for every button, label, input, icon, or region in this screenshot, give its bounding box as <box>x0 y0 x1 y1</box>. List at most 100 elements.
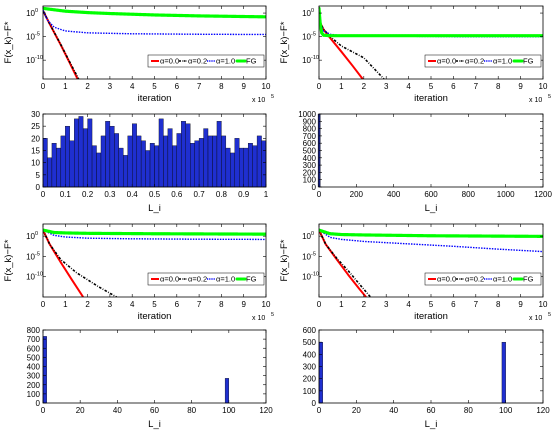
histogram-bar <box>123 155 128 188</box>
y-tick-power: -5 <box>35 251 40 257</box>
legend-label: FG <box>523 275 534 284</box>
x-tick-label: 0 <box>317 82 322 91</box>
histogram-bar <box>172 145 177 188</box>
series-line-FG-3 <box>319 228 543 238</box>
series-line-FG-3 <box>43 6 266 19</box>
x-tick-label: 120 <box>259 406 273 415</box>
y-tick-power: -10 <box>311 55 319 61</box>
y-tick-label: 10 <box>302 33 311 42</box>
x-tick-label: 60 <box>150 406 159 415</box>
histogram-bar <box>216 121 222 188</box>
y-tick-label: 5 <box>36 171 41 180</box>
x-tick-label: 1 <box>264 190 269 199</box>
x-tick-label: 3 <box>384 300 389 309</box>
bar-chart-panel-4: 0 200 400 600 800 1000 12000100200300400500600… <box>298 110 552 214</box>
y-tick-label: 0 <box>36 183 41 192</box>
legend-box <box>424 54 542 68</box>
x-exponent-power: 5 <box>548 312 551 318</box>
histogram-bar <box>194 140 200 188</box>
x-tick-label: 0.4 <box>127 190 139 199</box>
x-tick-label: 9 <box>241 300 246 309</box>
legend-label: α=0.2 <box>188 57 207 66</box>
legend-label: FG <box>523 57 534 66</box>
x-tick-label: 3 <box>384 82 389 91</box>
series-line-10-2 <box>43 9 266 36</box>
histogram-bar <box>91 145 97 188</box>
axis-frame <box>42 329 267 404</box>
y-tick-label: 700 <box>27 335 41 344</box>
series-group <box>43 228 266 297</box>
y-tick-label: 800 <box>27 326 41 335</box>
x-tick-label: 400 <box>387 190 401 199</box>
histogram-bar <box>100 135 106 188</box>
y-tick-label: 1000 <box>298 110 316 119</box>
x-tick-label: 7 <box>197 300 202 309</box>
legend: α=0.0 α=0.2 α=1.0 FG <box>424 54 542 68</box>
x-tick-label: 5 <box>152 82 157 91</box>
x-tick-label: 3 <box>108 300 113 309</box>
y-tick-power: -5 <box>311 251 316 257</box>
x-tick-label: 8 <box>496 82 501 91</box>
series-line-02-1 <box>43 10 80 79</box>
y-tick-label: 10 <box>26 33 35 42</box>
y-tick-label: 400 <box>27 363 41 372</box>
x-tick-label: 80 <box>464 406 473 415</box>
y-tick-label: 500 <box>303 147 317 156</box>
series-line-00-0 <box>43 229 84 297</box>
y-tick-label: 10 <box>302 252 311 261</box>
y-tick-label: 300 <box>303 161 317 170</box>
histogram-bar <box>127 135 133 188</box>
y-tick-label: 200 <box>303 375 317 384</box>
histogram-bar <box>158 118 164 188</box>
y-tick-power: -10 <box>35 272 43 278</box>
y-tick-label: 25 <box>31 122 40 131</box>
x-tick-label: 20 <box>352 406 361 415</box>
histogram-bar <box>198 138 204 188</box>
histogram-bar <box>176 133 182 188</box>
x-tick-label: 4 <box>130 300 135 309</box>
legend-box <box>147 54 265 68</box>
x-tick-label: 20 <box>76 406 85 415</box>
y-axis-label: F(x_k)−F* <box>279 239 290 281</box>
histogram-bar <box>78 116 84 188</box>
y-tick-label: 900 <box>303 117 317 126</box>
histogram-bar <box>105 121 111 188</box>
series-line-FG-3 <box>43 228 266 236</box>
x-tick-label: 1 <box>339 300 344 309</box>
y-tick-power: 0 <box>35 231 38 237</box>
y-tick-label: 400 <box>303 154 317 163</box>
y-tick-label: 10 <box>302 9 311 18</box>
x-tick-label: 7 <box>474 300 479 309</box>
x-exponent: x 10 <box>252 97 265 104</box>
x-tick-label: 10 <box>262 300 271 309</box>
histogram-bar <box>207 135 213 188</box>
x-tick-label: 9 <box>518 300 523 309</box>
x-tick-label: 1200 <box>534 190 552 199</box>
legend-box <box>424 272 542 286</box>
y-tick-power: 0 <box>311 231 314 237</box>
histogram-bar <box>163 135 169 188</box>
histogram-bar <box>118 147 124 188</box>
histogram-bar <box>501 341 506 404</box>
x-axis-label: iteration <box>414 93 448 104</box>
x-tick-label: 120 <box>536 406 550 415</box>
histogram-bar <box>42 336 47 404</box>
histogram-bar <box>234 138 240 188</box>
x-tick-label: 0.3 <box>104 190 116 199</box>
histogram-bar <box>181 121 186 188</box>
x-axis-label: iteration <box>414 311 448 322</box>
histogram-bar <box>65 125 70 188</box>
histogram-bar <box>239 147 244 188</box>
y-tick-label: 400 <box>303 350 317 359</box>
y-tick-label: 200 <box>27 381 41 390</box>
x-tick-label: 2 <box>362 82 367 91</box>
x-tick-label: 0 <box>41 406 46 415</box>
x-tick-label: 0.5 <box>149 190 161 199</box>
x-exponent: x 10 <box>252 315 265 322</box>
x-tick-label: 3 <box>108 82 113 91</box>
y-tick-label: 200 <box>303 168 317 177</box>
x-tick-label: 9 <box>241 82 246 91</box>
legend-label: α=0.0 <box>160 57 179 66</box>
x-tick-label: 7 <box>474 82 479 91</box>
